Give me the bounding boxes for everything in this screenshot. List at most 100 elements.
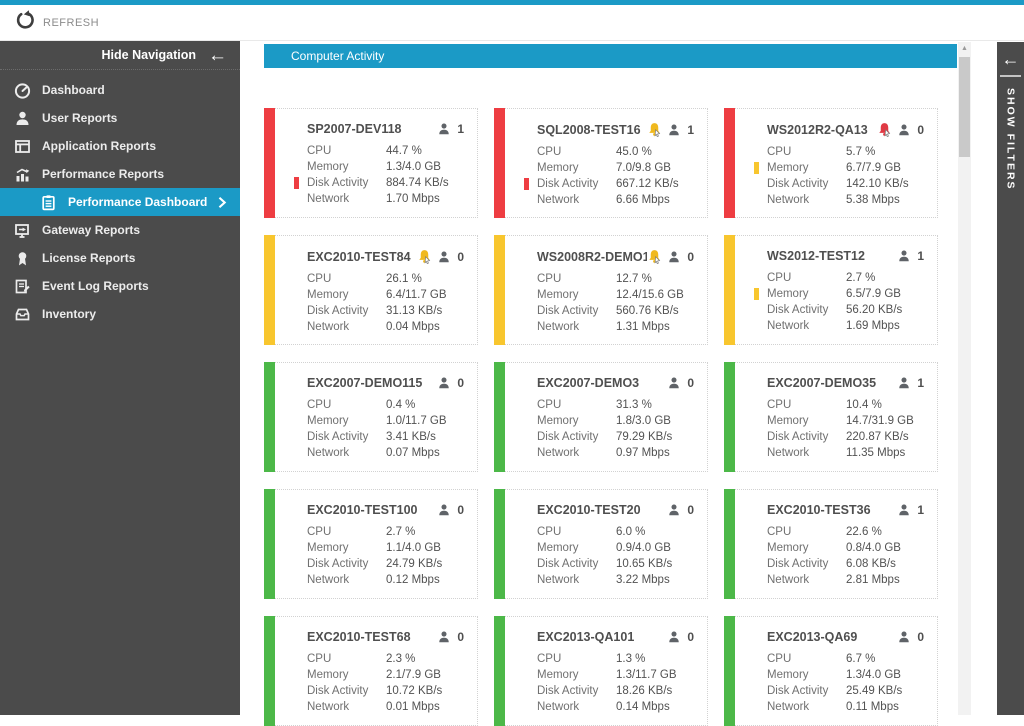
metric-label: Disk Activity	[307, 305, 369, 317]
metric-row: Memory 7.0/9.8 GB	[537, 160, 707, 176]
metric-value: 0.12 Mbps	[386, 574, 440, 586]
metric-label: CPU	[767, 399, 792, 411]
card-title-row: EXC2007-DEMO35 1	[767, 376, 924, 390]
computer-card[interactable]: EXC2010-TEST36 1 CPU 22.6 % Memory 0.8/4	[724, 489, 938, 599]
metric-row: Network 0.12 Mbps	[307, 572, 477, 588]
computer-card[interactable]: EXC2010-TEST84 0 CPU 26.1 % Memory 6.4/1	[264, 235, 478, 345]
metric-label: CPU	[537, 526, 562, 538]
metric-label: Network	[767, 194, 810, 206]
computer-card[interactable]: SQL2008-TEST16 1 CPU 45.0 % Memory 7.0/9	[494, 108, 708, 218]
user-count: 0	[457, 376, 464, 390]
computer-card[interactable]: EXC2013-QA69 0 CPU 6.7 % Memory 1.3/4.0	[724, 616, 938, 726]
metric-row: CPU 26.1 %	[307, 271, 477, 287]
users-icon	[899, 123, 910, 135]
show-filters-button[interactable]: SHOW FILTERS	[1004, 88, 1017, 191]
computer-name: EXC2007-DEMO3	[537, 376, 640, 390]
card-title-row: SQL2008-TEST16 1	[537, 122, 694, 137]
metric-row: CPU 31.3 %	[537, 397, 707, 413]
metrics-list: CPU 0.4 % Memory 1.0/11.7 GB Disk Activi…	[265, 397, 477, 461]
sidebar-item-license-reports[interactable]: License Reports	[0, 244, 240, 272]
status-bar	[264, 108, 275, 218]
status-bar	[494, 235, 505, 345]
metric-value: 1.3/4.0 GB	[386, 161, 441, 173]
metric-value: 2.3 %	[386, 653, 416, 665]
sidebar-item-inventory[interactable]: Inventory	[0, 300, 240, 328]
refresh-button[interactable]: REFRESH	[15, 10, 99, 35]
sidebar-item-application-reports[interactable]: Application Reports	[0, 132, 240, 160]
metric-value: 1.31 Mbps	[616, 321, 670, 333]
metric-value: 25.49 KB/s	[846, 685, 903, 697]
user-count: 0	[687, 249, 694, 264]
metric-row: Network 3.22 Mbps	[537, 572, 707, 588]
status-bar	[264, 489, 275, 599]
metrics-list: CPU 6.0 % Memory 0.9/4.0 GB Disk Activit…	[495, 524, 707, 588]
metrics-list: CPU 2.3 % Memory 2.1/7.9 GB Disk Activit…	[265, 651, 477, 715]
metric-value: 10.72 KB/s	[386, 685, 443, 697]
metric-row: CPU 44.7 %	[307, 143, 477, 159]
sidebar-item-event-log-reports[interactable]: Event Log Reports	[0, 272, 240, 300]
card-title-row: EXC2013-QA101 0	[537, 630, 694, 644]
scroll-up-button[interactable]: ▲	[961, 45, 968, 52]
metric-value: 560.76 KB/s	[616, 305, 679, 317]
expand-filters-arrow-icon[interactable]: ←	[1001, 49, 1020, 69]
metric-label: Memory	[537, 289, 579, 301]
computer-card[interactable]: EXC2010-TEST20 0 CPU 6.0 % Memory 0.9/4.	[494, 489, 708, 599]
computer-card[interactable]: EXC2010-TEST100 0 CPU 2.7 % Memory 1.1/4	[264, 489, 478, 599]
metric-label: Memory	[307, 415, 349, 427]
users-icon	[669, 123, 680, 135]
sidebar-item-dashboard[interactable]: Dashboard	[0, 76, 240, 104]
card-title-row: EXC2010-TEST84 0	[307, 249, 464, 264]
metric-value: 7.0/9.8 GB	[616, 162, 671, 174]
metric-value: 667.12 KB/s	[616, 178, 679, 190]
metric-value: 56.20 KB/s	[846, 304, 903, 316]
metric-label: Memory	[767, 542, 809, 554]
sidebar-item-performance-reports[interactable]: Performance Reports	[0, 160, 240, 188]
metric-label: CPU	[537, 399, 562, 411]
computer-card[interactable]: WS2012R2-QA13 0 CPU 5.7 % Memory 6.7/7.9	[724, 108, 938, 218]
metrics-list: CPU 10.4 % Memory 14.7/31.9 GB Disk Acti…	[725, 397, 937, 461]
metric-label: CPU	[307, 145, 332, 157]
refresh-icon	[15, 10, 35, 35]
metric-label: Disk Activity	[307, 431, 369, 443]
metric-label: Memory	[767, 162, 809, 174]
metric-label: Disk Activity	[307, 558, 369, 570]
scrollbar-thumb[interactable]	[959, 57, 970, 157]
metric-label: Disk Activity	[537, 685, 599, 697]
computer-card[interactable]: WS2008R2-DEMO11 0 CPU 12.7 % Memory 12.4	[494, 235, 708, 345]
metrics-list: CPU 1.3 % Memory 1.3/11.7 GB Disk Activi…	[495, 651, 707, 715]
metric-value: 0.9/4.0 GB	[616, 542, 671, 554]
computer-card[interactable]: EXC2007-DEMO35 1 CPU 10.4 % Memory 14.7/	[724, 362, 938, 472]
computer-card[interactable]: WS2012-TEST12 1 CPU 2.7 % Memory 6.5/7.9	[724, 235, 938, 345]
status-bar	[724, 489, 735, 599]
computer-name: EXC2010-TEST20	[537, 503, 641, 517]
computer-card[interactable]: EXC2013-QA101 0 CPU 1.3 % Memory 1.3/11.	[494, 616, 708, 726]
metric-value: 1.70 Mbps	[386, 193, 440, 205]
metric-row: CPU 22.6 %	[767, 524, 937, 540]
metrics-list: CPU 31.3 % Memory 1.8/3.0 GB Disk Activi…	[495, 397, 707, 461]
metric-row: CPU 2.7 %	[767, 270, 937, 286]
computer-card[interactable]: EXC2010-TEST68 0 CPU 2.3 % Memory 2.1/7.	[264, 616, 478, 726]
hide-navigation-button[interactable]: Hide Navigation ←	[0, 41, 240, 70]
sidebar-item-label: License Reports	[42, 251, 136, 265]
user-count: 0	[687, 376, 694, 390]
sidebar-item-gateway-reports[interactable]: Gateway Reports	[0, 216, 240, 244]
users-icon	[669, 631, 680, 643]
computer-card[interactable]: EXC2007-DEMO3 0 CPU 31.3 % Memory 1.8/3.	[494, 362, 708, 472]
metric-label: Network	[767, 701, 810, 713]
computer-name: EXC2010-TEST100	[307, 503, 418, 517]
computer-card[interactable]: SP2007-DEV118 1 CPU 44.7 % Memory 1.3/4.	[264, 108, 478, 218]
metric-row: Memory 14.7/31.9 GB	[767, 413, 937, 429]
metric-row: Memory 1.8/3.0 GB	[537, 413, 707, 429]
computer-card[interactable]: EXC2007-DEMO115 0 CPU 0.4 % Memory 1.0/1	[264, 362, 478, 472]
status-bar	[494, 489, 505, 599]
computer-name: WS2008R2-DEMO11	[537, 249, 648, 264]
sidebar-item-performance-dashboard[interactable]: Performance Dashboard	[0, 188, 240, 216]
metric-label: Network	[537, 321, 580, 333]
filters-separator	[1000, 75, 1021, 77]
metric-label: Network	[307, 321, 350, 333]
sidebar-item-user-reports[interactable]: User Reports	[0, 104, 240, 132]
metric-value: 6.0 %	[616, 526, 646, 538]
metric-value: 0.4 %	[386, 399, 416, 411]
metric-row: Disk Activity 18.26 KB/s	[537, 683, 707, 699]
metric-value: 31.3 %	[616, 399, 652, 411]
